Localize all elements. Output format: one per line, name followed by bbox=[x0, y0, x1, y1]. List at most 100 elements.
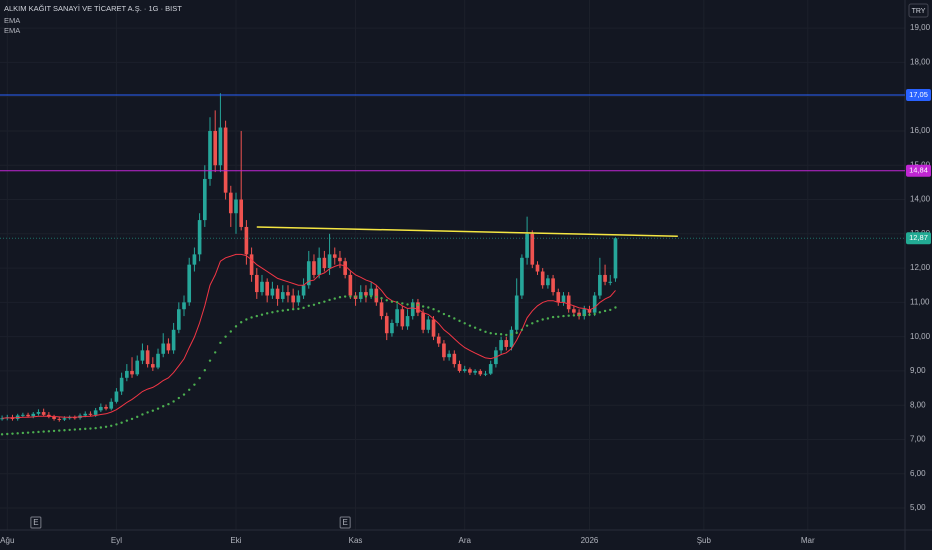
candle-body bbox=[223, 127, 228, 193]
x-tick-label: Eyl bbox=[111, 536, 122, 545]
ema-dot bbox=[177, 396, 181, 400]
ema-dot bbox=[193, 383, 196, 386]
candle-body bbox=[468, 369, 472, 373]
candle-body bbox=[218, 127, 223, 166]
candle-body bbox=[140, 350, 145, 361]
candle-body bbox=[478, 370, 483, 375]
y-tick-label: 11,00 bbox=[910, 297, 930, 306]
candle-body bbox=[270, 288, 275, 296]
trendline bbox=[256, 226, 678, 237]
plot-area bbox=[0, 93, 618, 436]
candle-body bbox=[171, 329, 176, 351]
ema-dot bbox=[37, 430, 40, 434]
ema-dot bbox=[541, 318, 544, 321]
ema-dot bbox=[151, 409, 155, 412]
candle-body bbox=[135, 360, 140, 375]
event-label[interactable]: E bbox=[342, 518, 347, 527]
candle-body bbox=[530, 233, 535, 265]
ema-dot bbox=[130, 417, 134, 421]
currency[interactable]: TRY bbox=[912, 8, 926, 15]
ema-dot bbox=[328, 298, 331, 302]
ema-dot bbox=[380, 297, 383, 300]
candle-body bbox=[192, 254, 197, 265]
currency-box[interactable] bbox=[908, 3, 929, 18]
y-tick-label: 18,00 bbox=[910, 58, 931, 67]
candle-body bbox=[21, 414, 25, 416]
candle-body bbox=[561, 295, 566, 303]
candle-body bbox=[421, 312, 425, 330]
candle-body bbox=[338, 257, 342, 262]
candle-body bbox=[582, 309, 587, 317]
ema-dot bbox=[63, 429, 66, 432]
candle-body bbox=[41, 412, 46, 415]
ema-dot bbox=[525, 324, 529, 327]
y-tick-label: 8,00 bbox=[910, 400, 926, 409]
ema-dot bbox=[297, 307, 300, 311]
ema-dot bbox=[453, 317, 456, 320]
ema-dot bbox=[593, 312, 596, 316]
ema-dot bbox=[598, 311, 602, 314]
grid bbox=[0, 0, 905, 530]
ema-dot bbox=[375, 295, 378, 299]
candle-body bbox=[520, 257, 524, 296]
candle-body bbox=[317, 257, 321, 275]
ema-dot bbox=[499, 333, 503, 336]
candle-body bbox=[327, 254, 332, 269]
event-label[interactable]: E bbox=[33, 518, 38, 527]
ema-dot bbox=[58, 429, 61, 432]
chart-title: ALKIM KAĞIT SANAYİ VE TİCARET A.Ş. · 1G … bbox=[4, 4, 182, 13]
ema-dot bbox=[208, 359, 212, 362]
y-tick-label: 16,00 bbox=[910, 126, 931, 135]
ema-dot bbox=[317, 301, 321, 305]
candle-body bbox=[535, 264, 540, 272]
candle-body bbox=[0, 418, 4, 420]
candle-body bbox=[31, 413, 36, 417]
ema-dot bbox=[395, 301, 399, 304]
candle-body bbox=[93, 410, 98, 415]
ema-dot bbox=[484, 330, 487, 334]
ema-dot bbox=[245, 318, 248, 321]
ema-dot bbox=[198, 376, 201, 380]
ema-dot bbox=[47, 430, 51, 433]
ema-dot bbox=[104, 425, 108, 429]
ema-dot bbox=[99, 426, 103, 429]
candle-body bbox=[125, 370, 129, 378]
x-tick-label: Kas bbox=[349, 536, 363, 545]
ema-dot bbox=[281, 309, 284, 312]
ema-dot bbox=[385, 299, 388, 302]
ema-dot bbox=[141, 413, 144, 416]
candle-body bbox=[436, 336, 441, 344]
ema-dot bbox=[437, 310, 440, 313]
ema-dot bbox=[369, 294, 373, 298]
ema-dot bbox=[260, 313, 264, 316]
ema-dot bbox=[432, 308, 435, 311]
ema-dot bbox=[224, 335, 227, 338]
ema-dot bbox=[427, 306, 430, 309]
x-tick-label: Eki bbox=[230, 536, 241, 545]
candle-body bbox=[291, 295, 295, 303]
candle-body bbox=[254, 274, 259, 293]
candle-body bbox=[384, 316, 389, 334]
ema-dot bbox=[494, 332, 498, 336]
legend-entry: EMA bbox=[4, 16, 20, 25]
candle-body bbox=[447, 353, 451, 358]
candle-body bbox=[249, 254, 254, 275]
candle-body bbox=[426, 319, 431, 330]
candle-body bbox=[369, 288, 373, 296]
candle-body bbox=[176, 309, 181, 330]
ema-dot bbox=[614, 306, 617, 309]
candle-body bbox=[551, 278, 555, 293]
candle-body bbox=[587, 309, 592, 313]
candle-body bbox=[442, 343, 446, 358]
price-tag-label: 12,87 bbox=[909, 233, 928, 242]
ema-dot bbox=[276, 310, 279, 313]
ema-dot bbox=[84, 427, 87, 431]
candle-body bbox=[400, 309, 405, 327]
ema-line bbox=[2, 253, 616, 419]
ema-dot bbox=[120, 421, 123, 424]
candle-body bbox=[457, 364, 462, 371]
candle-body bbox=[119, 377, 124, 392]
candle-body bbox=[57, 418, 62, 420]
ema-dot bbox=[349, 295, 352, 298]
